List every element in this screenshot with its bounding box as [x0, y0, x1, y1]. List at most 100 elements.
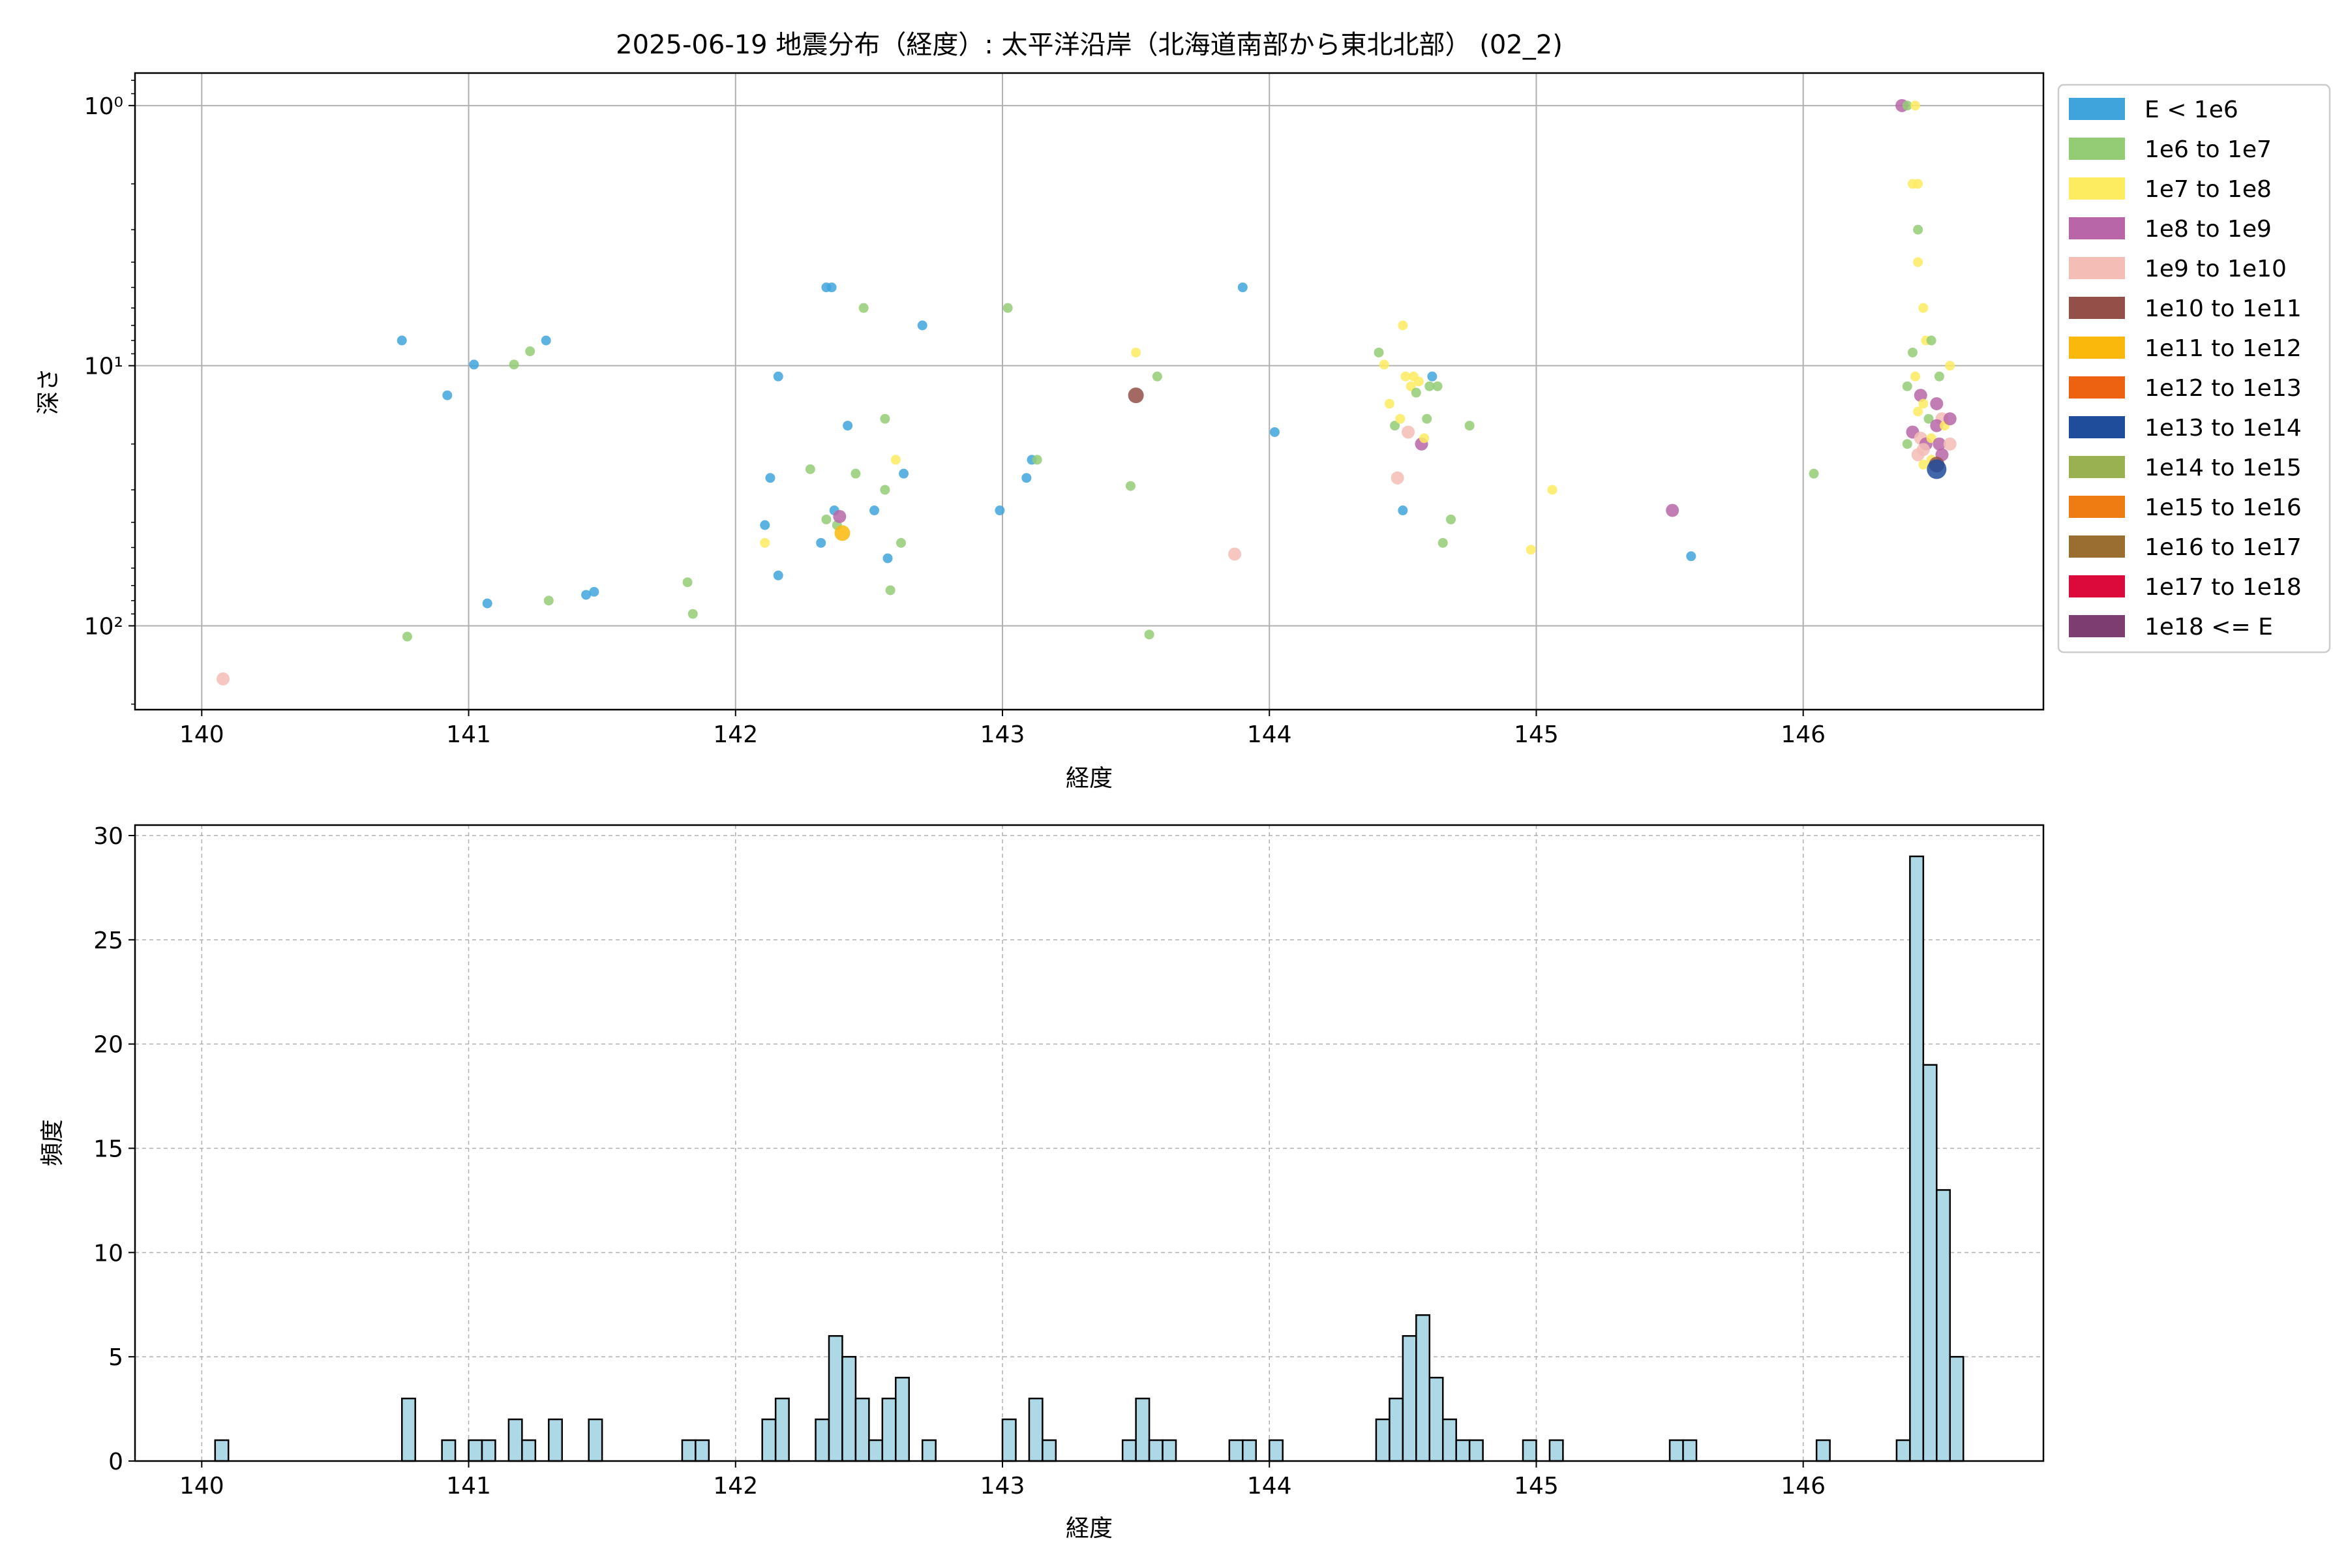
scatter-panel: 140 141 142 143 144 145 146 10⁰ 10¹ 10² 経度 深さ	[35, 72, 2045, 792]
legend-swatch	[2069, 496, 2125, 518]
histogram-bar	[1428, 1376, 1444, 1462]
scatter-y-ticks: 10⁰ 10¹ 10²	[84, 80, 135, 705]
scatter-point	[1125, 481, 1136, 491]
histogram-bar	[681, 1439, 697, 1462]
histogram-bar	[881, 1397, 897, 1462]
legend-label: 1e15 to 1e16	[2145, 494, 2302, 521]
histogram-bar	[1522, 1439, 1537, 1462]
scatter-point	[1666, 504, 1679, 517]
scatter-point	[1411, 387, 1421, 398]
histogram-bar	[815, 1418, 830, 1462]
legend-swatch	[2069, 416, 2125, 438]
scatter-point	[1402, 425, 1415, 439]
legend-swatch	[2069, 575, 2125, 597]
legend-label: E < 1e6	[2145, 97, 2238, 123]
histogram-bar	[1121, 1439, 1137, 1462]
scatter-point	[843, 421, 853, 431]
scatter-point	[1902, 439, 1912, 449]
scatter-point	[1379, 359, 1389, 370]
scatter-point	[1391, 471, 1404, 485]
legend-label: 1e18 <= E	[2145, 614, 2273, 641]
scatter-point	[995, 505, 1005, 516]
scatter-point	[581, 590, 592, 600]
histogram-bar	[1001, 1418, 1017, 1462]
histogram-bar	[895, 1376, 911, 1462]
scatter-point	[1913, 179, 1923, 189]
scatter-point	[1002, 303, 1013, 313]
scatter-point	[1547, 485, 1558, 495]
histogram-bar	[868, 1439, 884, 1462]
legend-label: 1e10 to 1e11	[2145, 295, 2302, 322]
scatter-point	[1374, 347, 1384, 357]
scatter-point	[1152, 371, 1162, 382]
histogram-bar	[1949, 1355, 1964, 1462]
histogram-bar	[588, 1418, 603, 1462]
scatter-point	[880, 414, 890, 424]
histogram-bar	[521, 1439, 537, 1462]
legend-swatch	[2069, 456, 2125, 478]
scatter-point	[826, 282, 837, 293]
legend-label: 1e8 to 1e9	[2145, 216, 2272, 243]
scatter-point	[1918, 399, 1929, 409]
scatter-point	[1809, 468, 1819, 479]
scatter-point	[687, 609, 698, 619]
histogram-bar	[1135, 1397, 1151, 1462]
histogram-y-tick-label: 10	[93, 1240, 123, 1267]
scatter-point	[541, 335, 551, 346]
scatter-point	[882, 553, 893, 564]
histogram-bars	[214, 855, 1964, 1462]
scatter-point	[1237, 282, 1248, 293]
histogram-bar	[1242, 1439, 1257, 1462]
histogram-y-tick-label: 20	[93, 1032, 123, 1059]
histogram-bar	[400, 1397, 416, 1462]
scatter-point	[1413, 376, 1424, 387]
scatter-point	[1398, 320, 1408, 331]
scatter-point	[760, 520, 770, 530]
scatter-y-axis-label: 深さ	[35, 368, 62, 415]
scatter-point	[1902, 381, 1912, 391]
scatter-point	[1390, 421, 1400, 431]
histogram-bar	[1668, 1439, 1684, 1462]
histogram-bar	[1162, 1439, 1177, 1462]
scatter-point	[885, 585, 896, 596]
scatter-point	[543, 596, 554, 606]
histogram-bar	[1895, 1439, 1911, 1462]
histogram-bar	[921, 1439, 937, 1462]
histogram-x-tick-label: 145	[1514, 1473, 1559, 1500]
legend-swatch	[2069, 257, 2125, 279]
histogram-bar	[1815, 1439, 1831, 1462]
scatter-point	[509, 359, 519, 370]
histogram-x-tick-label: 146	[1781, 1473, 1826, 1500]
scatter-point	[1384, 399, 1394, 409]
histogram-y-tick-label: 15	[93, 1136, 123, 1162]
histogram-bar	[1148, 1439, 1164, 1462]
legend-label: 1e17 to 1e18	[2145, 574, 2302, 601]
legend-frame	[2057, 83, 2331, 654]
scatter-x-tick-label: 142	[713, 721, 758, 748]
scatter-point	[834, 525, 850, 541]
histogram-bar	[1441, 1418, 1457, 1462]
scatter-point	[397, 335, 407, 346]
legend-label: 1e12 to 1e13	[2145, 375, 2302, 402]
scatter-point	[1032, 455, 1042, 465]
scatter-point	[1918, 459, 1929, 470]
scatter-point	[1419, 433, 1430, 444]
scatter-point	[1910, 371, 1921, 382]
scatter-y-tick-label: 10¹	[84, 354, 123, 380]
legend-label: 1e14 to 1e15	[2145, 455, 2302, 481]
scatter-point	[1228, 547, 1242, 561]
scatter-point	[1427, 371, 1437, 382]
histogram-bar	[1909, 855, 1925, 1462]
scatter-point	[1930, 419, 1944, 432]
scatter-point	[1907, 347, 1918, 357]
scatter-title: 2025-06-19 地震分布（経度）: 太平洋沿岸（北海道南部から東北北部） …	[616, 30, 1563, 60]
histogram-bar	[1468, 1439, 1484, 1462]
scatter-point	[1930, 397, 1944, 410]
scatter-point	[833, 509, 847, 523]
histogram-bar	[1922, 1064, 1938, 1462]
scatter-point	[858, 303, 869, 313]
histogram-panel: 140 141 142 143 144 145 146 0 5 10 15 20 25 30 経度 頻度	[39, 823, 2045, 1542]
scatter-point	[1686, 551, 1696, 562]
